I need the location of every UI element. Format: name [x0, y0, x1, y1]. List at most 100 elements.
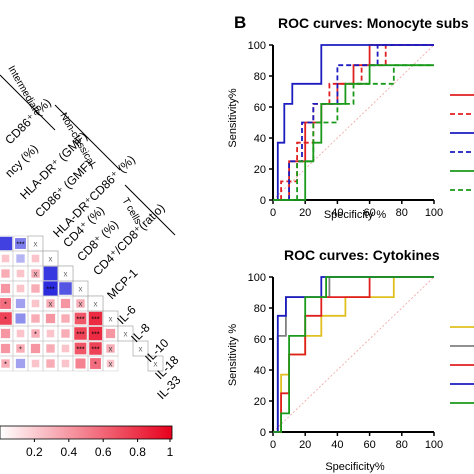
diagonal-mark: x: [124, 330, 128, 339]
heatmap-mark: [106, 359, 115, 368]
diagonal-cell: [102, 310, 119, 327]
significance-mark: *: [94, 362, 97, 369]
heatmap-mark: [31, 329, 40, 338]
y-tick-label: 80: [254, 71, 266, 83]
y-tick-label: 40: [254, 365, 266, 377]
heatmap-mark: [74, 327, 87, 340]
x-tick-label: 100: [425, 439, 443, 451]
significance-mark: *: [4, 317, 7, 324]
diagonal-mark: x: [34, 240, 38, 249]
significance-mark: *: [4, 302, 7, 309]
y-tick-label: 60: [254, 334, 266, 346]
significance-mark: ***: [76, 332, 84, 339]
group-divider: [54, 104, 121, 171]
y-tick-label: 0: [260, 195, 266, 207]
roc1-ylabel: Sensitivity%: [227, 88, 239, 148]
heatmap-cell: [102, 355, 119, 372]
diagonal-mark: x: [154, 360, 158, 369]
x-tick-label: 20: [299, 439, 311, 451]
diagonal-mark: x: [94, 300, 98, 309]
colorbar-tick-label: 0.2: [26, 445, 43, 459]
diagonal-cell: [72, 280, 89, 297]
heatmap-mark: [76, 299, 85, 308]
series-line-4: [273, 276, 434, 433]
y-tick-label: 20: [254, 164, 266, 176]
heatmap-mark: [46, 329, 55, 338]
heatmap-mark: [1, 254, 10, 263]
x-tick-label: 40: [331, 439, 343, 451]
heatmap-mark: [0, 236, 13, 251]
series-line-5: [273, 64, 434, 201]
series-line-1: [273, 276, 434, 433]
correlation-heatmap: ******x****xx*********************x**xxx…: [0, 64, 184, 402]
x-tick-label: 100: [425, 207, 443, 219]
heatmap-mark: [46, 344, 55, 353]
heatmap-mark: [0, 312, 12, 325]
x-tick-label: 60: [363, 439, 375, 451]
colorbar: 0.2 0.4 0.6 0.8 1: [0, 425, 174, 459]
diagonal-cell: [27, 235, 44, 252]
group-divider: [124, 184, 176, 236]
group-divider: [0, 74, 56, 131]
heatmap-group-label: Intermediate: [5, 64, 43, 118]
heatmap-mark: [31, 314, 40, 323]
diagonal-cell: [42, 250, 59, 267]
heatmap-mark: [31, 269, 40, 278]
heatmap-mark: [46, 359, 55, 368]
y-tick-label: 60: [254, 102, 266, 114]
significance-mark: ***: [16, 242, 24, 249]
y-tick-label: 20: [254, 396, 266, 408]
x-tick-label: 20: [299, 207, 311, 219]
heatmap-mark: [61, 344, 70, 353]
y-tick-label: 100: [248, 272, 266, 284]
heatmap-mark: [15, 298, 26, 309]
roc1-xlabel: Specificity %: [324, 209, 387, 221]
y-tick-label: 40: [254, 133, 266, 145]
heatmap-mark: [0, 343, 11, 354]
heatmap-mark: [30, 343, 41, 354]
diagonal-cell: [117, 325, 134, 342]
diagonal-cell: [87, 295, 104, 312]
significance-mark: ***: [91, 317, 99, 324]
heatmap-mark: [89, 342, 102, 355]
y-tick-label: 100: [248, 40, 266, 52]
significance-mark: x: [109, 345, 113, 354]
heatmap-mark: [16, 329, 25, 338]
heatmap-mark: [74, 312, 87, 325]
heatmap-mark: [31, 254, 40, 263]
colorbar-tick-label: 0.4: [60, 445, 77, 459]
panel-b-letter: B: [234, 13, 246, 32]
x-tick-label: 60: [363, 207, 375, 219]
heatmap-mark: [31, 359, 40, 368]
x-tick-label: 80: [396, 439, 408, 451]
significance-mark: x: [34, 270, 38, 279]
heatmap-mark: [43, 266, 58, 281]
series-line-3: [273, 44, 434, 201]
heatmap-mark: [0, 328, 11, 339]
heatmap-mark: [16, 344, 25, 353]
significance-mark: ***: [76, 347, 84, 354]
heatmap-mark: [90, 358, 101, 369]
reference-diagonal: [272, 276, 435, 433]
significance-mark: *: [19, 347, 22, 354]
diagonal-mark: x: [109, 315, 113, 324]
series-line-5: [273, 276, 434, 433]
diagonal-cell: [147, 355, 164, 372]
heatmap-mark: [15, 313, 26, 324]
heatmap-mark: [1, 359, 10, 368]
heatmap-mark: [61, 314, 70, 323]
colorbar-tick-label: 1: [167, 445, 174, 459]
series-line-4: [273, 44, 434, 201]
heatmap-mark: [0, 298, 11, 309]
significance-mark: ***: [91, 347, 99, 354]
heatmap-mark: [31, 299, 40, 308]
roc2-ylabel: Sensitivity %: [227, 324, 239, 387]
diagonal-cell: [57, 265, 74, 282]
significance-mark: x: [109, 360, 113, 369]
x-tick-label: 0: [270, 439, 276, 451]
heatmap-mark: [61, 359, 70, 368]
diagonal-mark: x: [49, 255, 53, 264]
significance-mark: *: [4, 362, 7, 369]
reference-diagonal: [272, 44, 435, 201]
significance-mark: ***: [91, 332, 99, 339]
